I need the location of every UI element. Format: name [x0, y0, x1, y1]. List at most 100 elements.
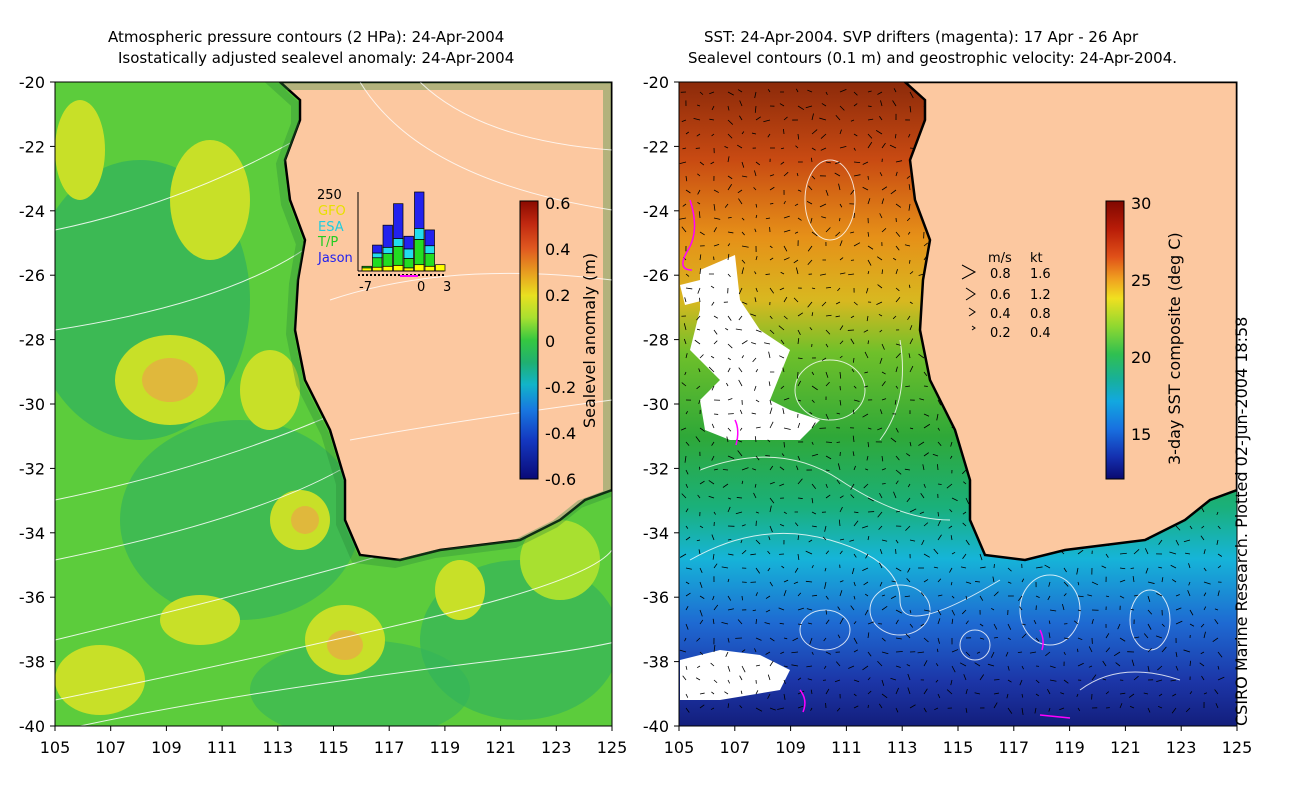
velocity-arrow — [708, 495, 715, 499]
velocity-arrow — [713, 604, 719, 611]
velocity-arrow — [993, 692, 1000, 695]
velocity-arrow — [825, 227, 831, 233]
velocity-arrow — [685, 189, 691, 194]
sealevel-cb-tick-neg0.4: -0.4 — [545, 424, 576, 443]
velocity-arrow — [951, 497, 958, 502]
velocity-arrow — [1105, 691, 1110, 695]
velocity-arrow — [811, 312, 814, 317]
velocity-arrow — [811, 525, 817, 528]
velocity-arrow — [737, 619, 743, 625]
velocity-arrow — [819, 273, 827, 276]
velocity-arrow — [979, 566, 986, 569]
velocity-arrow — [895, 619, 899, 625]
velocity-arrow — [906, 175, 911, 179]
velocity-arrow — [1203, 581, 1211, 585]
velocity-arrow — [684, 637, 687, 642]
velocity-arrow — [891, 580, 897, 583]
x-tick-label: 121 — [1110, 738, 1141, 757]
velocity-arrow — [961, 609, 967, 615]
velocity-arrow — [904, 244, 911, 247]
velocity-arrow — [839, 550, 843, 555]
velocity-arrow — [778, 325, 785, 331]
velocity-arrow — [1047, 689, 1051, 695]
velocity-arrow — [721, 622, 729, 625]
velocity-arrow — [881, 539, 888, 542]
velocity-arrow — [1076, 693, 1079, 697]
velocity-arrow — [809, 637, 813, 645]
velocity-arrow — [881, 142, 886, 149]
velocity-arrow — [769, 245, 773, 249]
velocity-arrow — [951, 595, 955, 599]
velocity-arrow — [783, 397, 790, 401]
velocity-arrow — [979, 623, 984, 627]
velocity-arrow — [1147, 581, 1155, 584]
velocity-arrow — [695, 436, 701, 443]
velocity-arrow — [825, 161, 831, 164]
velocity-arrow — [937, 441, 942, 447]
velocity-arrow — [811, 564, 814, 569]
velocity-arrow — [1161, 623, 1165, 627]
velocity-arrow — [1156, 592, 1163, 597]
velocity-arrow — [697, 173, 701, 177]
velocity-arrow — [750, 553, 757, 556]
velocity-arrow — [949, 567, 953, 573]
velocity-arrow — [807, 89, 813, 93]
velocity-arrow — [797, 623, 802, 626]
velocity-arrow — [907, 567, 911, 573]
velocity-arrow — [783, 129, 785, 135]
velocity-arrow — [727, 343, 733, 349]
velocity-arrow — [808, 185, 813, 191]
velocity-arrow — [821, 216, 827, 219]
velocity-arrow — [735, 511, 743, 515]
velocity-arrow — [711, 441, 715, 446]
velocity-arrow — [853, 693, 857, 697]
sst-cb-tick-20: 20 — [1131, 348, 1151, 367]
velocity-arrow — [721, 566, 729, 569]
velocity-arrow — [852, 451, 855, 457]
velocity-arrow — [895, 160, 903, 163]
velocity-arrow — [682, 675, 687, 681]
velocity-arrow — [853, 213, 855, 219]
velocity-arrow — [727, 637, 730, 643]
velocity-arrow — [753, 187, 757, 191]
velocity-arrow — [765, 651, 771, 655]
velocity-arrow — [867, 427, 872, 430]
velocity-arrow — [783, 441, 785, 448]
y-tick-label: -32 — [643, 459, 669, 478]
velocity-key-row2-ms: 0.6 — [990, 288, 1011, 303]
velocity-arrow — [709, 118, 715, 121]
velocity-arrow — [853, 399, 860, 402]
velocity-arrow — [894, 399, 897, 405]
velocity-arrow — [1049, 609, 1057, 612]
velocity-arrow — [778, 607, 785, 611]
inset-bar-tp — [414, 239, 425, 266]
velocity-arrow — [895, 455, 900, 461]
velocity-arrow — [1183, 649, 1191, 653]
velocity-arrow — [1035, 566, 1043, 569]
velocity-arrow — [1021, 578, 1025, 583]
velocity-arrow — [923, 413, 930, 417]
velocity-arrow — [951, 551, 956, 555]
inset-bar-gfo — [403, 235, 414, 250]
velocity-arrow — [696, 665, 701, 669]
velocity-arrow — [685, 581, 690, 585]
velocity-arrow — [1133, 549, 1140, 555]
right-map — [679, 82, 1237, 726]
velocity-arrow — [780, 651, 785, 655]
velocity-arrow — [875, 130, 883, 135]
velocity-arrow — [713, 217, 721, 220]
y-tick-label: -20 — [643, 73, 669, 92]
inset-xtick-0: 0 — [417, 280, 425, 295]
velocity-arrow — [908, 353, 911, 359]
velocity-arrow — [805, 105, 813, 109]
velocity-arrow — [892, 100, 897, 107]
velocity-arrow — [890, 595, 897, 599]
velocity-arrow — [850, 231, 855, 234]
velocity-arrow — [768, 351, 771, 359]
velocity-arrow — [808, 539, 813, 543]
velocity-arrow — [893, 88, 897, 93]
velocity-arrow — [713, 340, 718, 345]
svp-drifter-tracks — [682, 199, 1071, 719]
